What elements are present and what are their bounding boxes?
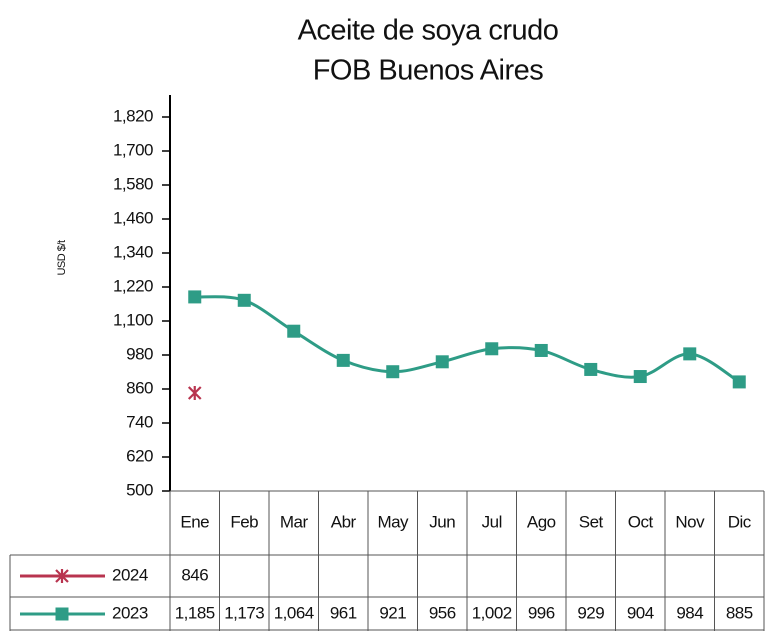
legend-label: 2024	[112, 565, 148, 584]
point	[237, 293, 251, 307]
line	[194, 295, 741, 384]
x-tick-label: Oct	[628, 512, 654, 531]
y-tick-label: 860	[126, 378, 153, 397]
legend-label: 2023	[112, 603, 148, 622]
table-value: 956	[429, 603, 456, 622]
y-tick-label: 1,100	[113, 310, 153, 329]
x-tick-label: Set	[579, 512, 604, 531]
point	[187, 385, 202, 400]
y-tick-label: 1,580	[113, 174, 153, 193]
x-tick-label: Dic	[728, 512, 752, 531]
x-tick-label: Nov	[675, 512, 705, 531]
y-tick-label: 620	[126, 446, 153, 465]
table-value: 1,173	[224, 603, 264, 622]
x-tick-label: Jun	[429, 512, 455, 531]
x-tick-label: Abr	[331, 512, 357, 531]
point	[633, 370, 647, 384]
x-tick-label: Feb	[230, 512, 258, 531]
table-value: 904	[627, 603, 654, 622]
table-value: 984	[676, 603, 703, 622]
y-tick-label: 980	[126, 344, 153, 363]
legend-marker	[55, 607, 69, 621]
x-tick-label: Ago	[527, 512, 556, 531]
table-value: 1,064	[274, 603, 314, 622]
point	[336, 353, 350, 367]
table-value: 996	[528, 603, 555, 622]
chart-title: FOB Buenos Aires	[313, 55, 544, 87]
table-value: 929	[577, 603, 604, 622]
y-tick-label: 1,460	[113, 208, 153, 227]
chart-title: Aceite de soya crudo	[298, 15, 559, 47]
table-value: 885	[726, 603, 753, 622]
y-tick-label: 500	[126, 480, 153, 499]
y-tick-label: 1,700	[113, 140, 153, 159]
legend-marker	[55, 569, 69, 583]
point	[534, 343, 548, 357]
y-axis-label: USD $/t	[56, 240, 68, 275]
y-tick-label: 1,220	[113, 276, 153, 295]
x-tick-label: Jul	[482, 512, 502, 531]
point	[386, 365, 400, 379]
x-tick-label: May	[377, 512, 409, 531]
table-value: 921	[379, 603, 406, 622]
table-value: 846	[181, 565, 208, 584]
point	[683, 347, 697, 361]
point	[584, 362, 598, 376]
table-value: 961	[330, 603, 357, 622]
point	[188, 290, 202, 304]
y-tick-label: 1,820	[113, 106, 153, 125]
point	[732, 375, 746, 389]
y-tick-label: 740	[126, 412, 153, 431]
x-tick-label: Ene	[180, 512, 209, 531]
y-tick-label: 1,340	[113, 242, 153, 261]
x-tick-label: Mar	[280, 512, 309, 531]
table-value: 1,185	[175, 603, 215, 622]
point	[435, 355, 449, 369]
point	[287, 324, 301, 338]
point	[485, 342, 499, 356]
table-value: 1,002	[472, 603, 512, 622]
